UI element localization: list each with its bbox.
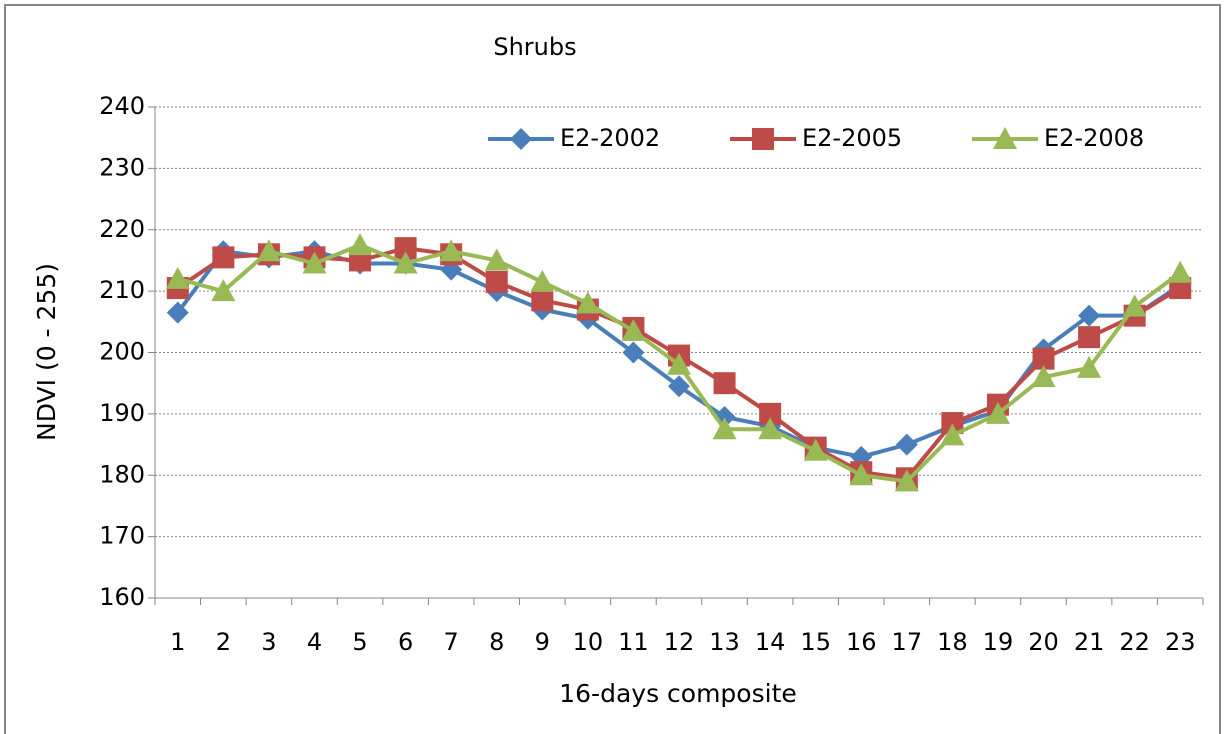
marker — [484, 248, 509, 271]
marker — [1078, 304, 1101, 327]
x-tick-label: 19 — [983, 628, 1014, 656]
x-tick-label: 23 — [1165, 628, 1196, 656]
marker — [758, 417, 783, 440]
marker — [668, 375, 690, 398]
marker — [348, 233, 373, 256]
marker — [993, 127, 1017, 149]
marker — [530, 269, 555, 292]
marker — [1122, 294, 1147, 317]
marker — [393, 251, 418, 274]
x-tick-label: 18 — [937, 628, 968, 656]
x-axis-label: 16-days composite — [559, 679, 797, 708]
marker — [439, 239, 464, 262]
marker — [166, 301, 189, 324]
x-tick-label: 13 — [709, 628, 740, 656]
x-tick-label: 3 — [261, 628, 276, 656]
x-tick-label: 20 — [1028, 628, 1059, 656]
x-tick-label: 17 — [892, 628, 923, 656]
marker — [1078, 326, 1101, 349]
x-tick-label: 15 — [800, 628, 831, 656]
marker — [895, 433, 918, 456]
marker — [621, 319, 646, 342]
marker — [394, 237, 417, 260]
marker — [940, 423, 965, 446]
chart-title: Shrubs — [493, 33, 576, 61]
marker — [849, 463, 874, 486]
marker — [803, 438, 828, 461]
marker — [713, 372, 736, 395]
marker — [941, 412, 964, 435]
marker — [211, 279, 236, 302]
y-tick-label: 180 — [99, 460, 145, 488]
marker — [1077, 355, 1102, 378]
x-tick-label: 8 — [489, 628, 504, 656]
y-tick-label: 170 — [99, 522, 145, 550]
marker — [165, 266, 190, 289]
marker — [575, 291, 600, 314]
marker — [712, 417, 737, 440]
x-tick-label: 6 — [398, 628, 413, 656]
x-tick-label: 5 — [352, 628, 367, 656]
chart-frame — [4, 4, 1221, 734]
marker — [510, 128, 532, 150]
y-tick-label: 190 — [99, 399, 145, 427]
y-tick-label: 200 — [99, 338, 145, 366]
marker — [302, 251, 327, 274]
x-tick-label: 9 — [535, 628, 550, 656]
marker — [531, 289, 554, 312]
y-tick-label: 160 — [99, 583, 145, 611]
marker — [1032, 347, 1055, 370]
y-tick-label: 240 — [99, 92, 145, 120]
marker — [212, 246, 235, 269]
marker — [985, 401, 1010, 424]
y-tick-label: 220 — [99, 215, 145, 243]
x-tick-label: 1 — [170, 628, 185, 656]
marker — [485, 270, 508, 293]
marker — [1168, 260, 1193, 283]
marker — [894, 469, 919, 492]
marker — [622, 341, 645, 364]
x-tick-label: 7 — [444, 628, 459, 656]
x-tick-label: 2 — [216, 628, 231, 656]
marker — [667, 352, 691, 375]
x-tick-label: 4 — [307, 628, 322, 656]
x-tick-label: 10 — [573, 628, 604, 656]
x-tick-label: 21 — [1074, 628, 1105, 656]
y-tick-label: 210 — [99, 276, 145, 304]
marker — [256, 239, 281, 262]
legend-label: E2-2005 — [802, 124, 902, 152]
marker — [752, 128, 774, 150]
x-tick-label: 12 — [664, 628, 695, 656]
x-tick-label: 14 — [755, 628, 786, 656]
x-tick-label: 11 — [618, 628, 649, 656]
legend-label: E2-2002 — [560, 124, 660, 152]
marker — [1031, 365, 1056, 388]
marker — [759, 402, 782, 425]
y-tick-label: 230 — [99, 153, 145, 181]
legend-label: E2-2008 — [1044, 124, 1144, 152]
x-tick-label: 16 — [846, 628, 877, 656]
y-axis-label: NDVI (0 - 255) — [32, 263, 61, 441]
x-tick-label: 22 — [1119, 628, 1150, 656]
